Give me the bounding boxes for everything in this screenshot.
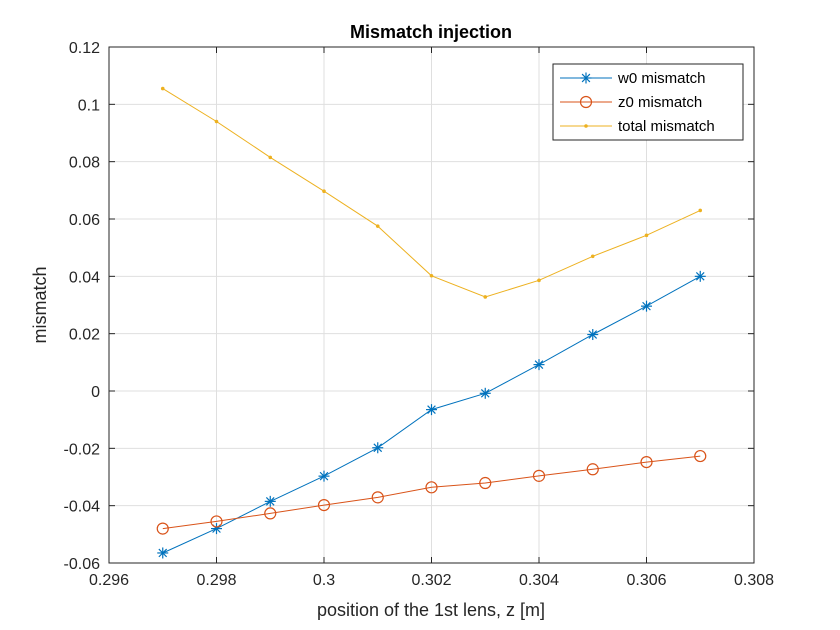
data-point-total-mismatch xyxy=(537,278,541,283)
x-tick-label: 0.3 xyxy=(313,572,335,589)
data-point-z0-mismatch xyxy=(479,476,492,490)
y-ticks: -0.06 -0.04 -0.02 0 0.02 0.04 0.06 0.08 0.1 0.12 xyxy=(64,40,754,573)
asterisk-stroke xyxy=(265,497,275,506)
asterisk-stroke xyxy=(427,405,436,414)
y-tick-label: 0.12 xyxy=(69,40,100,57)
x-tick-label: 0.298 xyxy=(196,572,236,589)
y-tick-label: 0.1 xyxy=(78,97,100,114)
asterisk-stroke xyxy=(642,301,651,311)
legend: w0 mismatch z0 mismatch total mismatch xyxy=(552,63,744,141)
data-point-total-mismatch xyxy=(698,208,703,213)
data-point-w0-mismatch xyxy=(533,359,545,371)
data-point-w0-mismatch xyxy=(694,270,706,282)
data-point-w0-mismatch xyxy=(372,442,384,454)
legend-swatch-marker xyxy=(579,95,593,109)
data-point-w0-mismatch xyxy=(157,547,169,559)
data-point-z0-mismatch xyxy=(371,491,384,504)
y-tick-label: 0.02 xyxy=(69,327,100,344)
data-point-z0-mismatch xyxy=(317,498,331,512)
data-point-total-mismatch xyxy=(483,295,488,299)
y-tick-label: 0.06 xyxy=(69,212,100,229)
x-tick-label: 0.308 xyxy=(734,572,774,589)
series-w0-mismatch xyxy=(157,270,706,559)
y-tick-label: -0.04 xyxy=(64,499,101,516)
data-point-w0-mismatch xyxy=(264,495,276,507)
x-tick-label: 0.302 xyxy=(411,572,451,589)
y-tick-label: 0 xyxy=(91,384,100,401)
legend-label: total mismatch xyxy=(618,118,715,135)
data-point-total-mismatch xyxy=(590,254,595,259)
data-point-z0-mismatch xyxy=(532,469,546,482)
y-tick-label: -0.02 xyxy=(64,441,101,458)
data-point-w0-mismatch xyxy=(479,387,491,399)
asterisk-stroke xyxy=(588,330,598,339)
series-z0-mismatch xyxy=(156,449,707,535)
data-point-z0-mismatch xyxy=(586,463,599,476)
data-point-total-mismatch xyxy=(644,233,649,238)
x-tick-label: 0.304 xyxy=(519,572,559,589)
y-tick-label: 0.08 xyxy=(69,155,100,172)
y-axis-label: mismatch xyxy=(30,266,50,343)
x-ticks: 0.296 0.298 0.3 0.302 0.304 0.306 0.308 xyxy=(89,47,774,589)
y-tick-label: 0.04 xyxy=(69,269,100,286)
data-point-w0-mismatch xyxy=(587,329,599,341)
data-point-z0-mismatch xyxy=(264,507,277,520)
series-total-mismatch xyxy=(160,86,703,299)
data-point-total-mismatch xyxy=(160,86,165,91)
legend-entry-w0-mismatch: w0 mismatch xyxy=(560,70,706,87)
asterisk-stroke xyxy=(534,360,544,369)
asterisk-stroke xyxy=(373,443,383,453)
data-point-z0-mismatch xyxy=(210,515,223,528)
legend-swatch-marker xyxy=(584,124,588,128)
data-point-w0-mismatch xyxy=(318,470,330,482)
data-point-z0-mismatch xyxy=(425,481,438,494)
asterisk-stroke xyxy=(158,548,168,558)
data-point-total-mismatch xyxy=(214,119,219,124)
legend-label: z0 mismatch xyxy=(618,94,702,111)
data-point-z0-mismatch xyxy=(640,455,653,469)
x-tick-label: 0.306 xyxy=(626,572,666,589)
legend-entry-z0-mismatch: z0 mismatch xyxy=(560,94,702,111)
legend-entry-total-mismatch: total mismatch xyxy=(560,118,715,135)
y-tick-label: -0.06 xyxy=(64,556,101,573)
data-point-total-mismatch xyxy=(429,273,434,278)
data-point-w0-mismatch xyxy=(426,404,437,416)
series-layer xyxy=(156,86,707,559)
data-point-w0-mismatch xyxy=(641,300,652,312)
data-point-z0-mismatch xyxy=(156,522,169,535)
series-line-z0-mismatch xyxy=(162,455,701,530)
data-point-total-mismatch xyxy=(322,189,326,193)
asterisk-stroke xyxy=(480,388,490,398)
asterisk-stroke xyxy=(695,272,705,281)
x-tick-label: 0.296 xyxy=(89,572,129,589)
chart-title: Mismatch injection xyxy=(350,22,512,42)
data-point-z0-mismatch xyxy=(694,449,707,463)
data-point-total-mismatch xyxy=(268,155,273,160)
legend-swatch-marker xyxy=(580,72,592,84)
asterisk-stroke xyxy=(581,73,591,83)
legend-label: w0 mismatch xyxy=(617,70,706,87)
x-axis-label: position of the 1st lens, z [m] xyxy=(317,600,545,620)
data-point-total-mismatch xyxy=(375,224,380,228)
asterisk-stroke xyxy=(319,471,329,481)
